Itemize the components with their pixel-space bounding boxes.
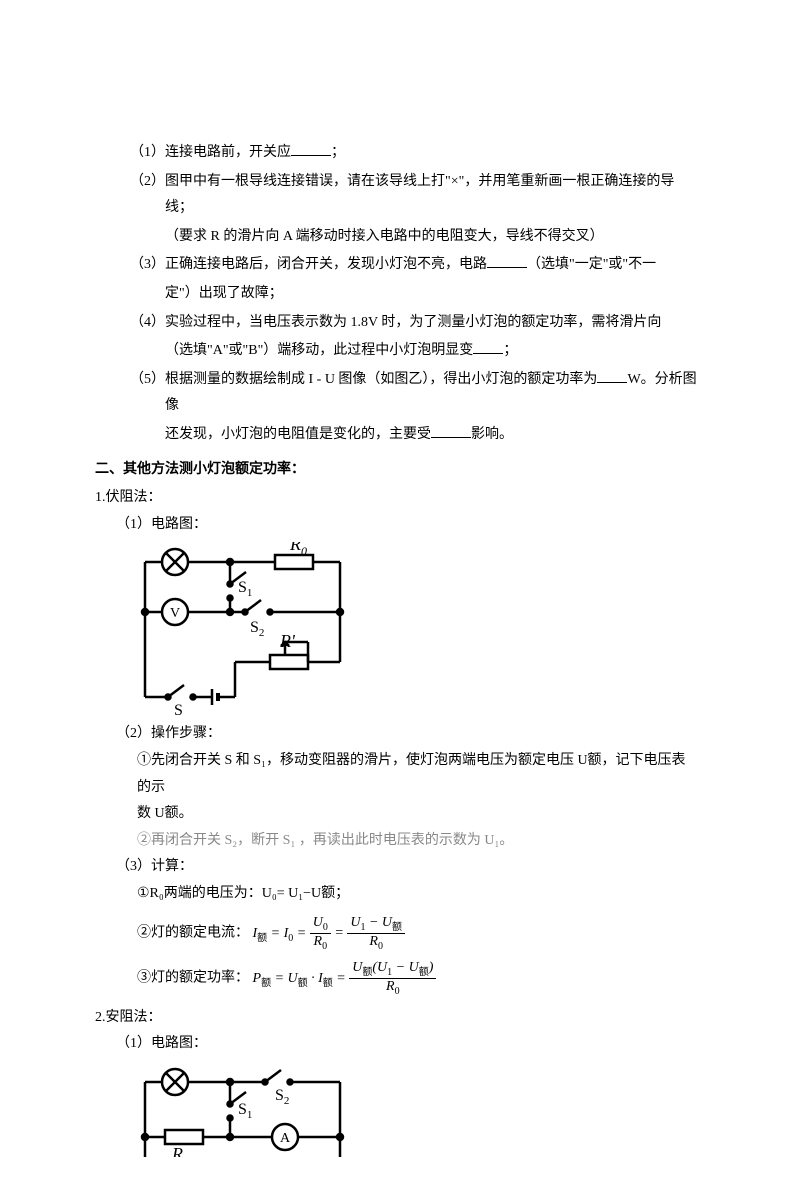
blank-3 [487, 253, 527, 268]
question-3: （3）正确连接电路后，闭合开关，发现小灯泡不亮，电路（选填"一定"或"不一 [165, 252, 698, 279]
blank-5a [597, 368, 627, 383]
method-1-title: 1.伏阻法： [95, 485, 698, 512]
svg-text:S2: S2 [250, 619, 264, 639]
method-1-step1b: 数 U额。 [137, 801, 698, 828]
circuit-diagram-2: S2 S1 A R0 [130, 1062, 355, 1157]
question-5-sub: 还发现，小灯泡的电阻值是变化的，主要受影响。 [165, 422, 698, 449]
question-2: （2）图甲中有一根导线连接错误，请在该导线上打"×"，并用笔重新画一根正确连接的… [165, 169, 698, 222]
svg-text:R': R' [279, 631, 296, 651]
method-2-title: 2.安阻法： [95, 1005, 698, 1032]
svg-text:S1: S1 [238, 1101, 252, 1121]
question-3-sub: 定"）出现了故障； [165, 281, 698, 308]
question-1: （1）连接电路前，开关应； [165, 140, 698, 167]
method-1-step2: ②再闭合开关 S₂，断开 S₁ ，再读出此时电压表的示数为 U₁。 [137, 828, 698, 855]
section-2-title: 二、其他方法测小灯泡额定功率： [95, 457, 698, 484]
method-1-p1: （1）电路图： [116, 512, 698, 539]
svg-text:S2: S2 [275, 1087, 289, 1107]
question-5: （5）根据测量的数据绘制成 I - U 图像（如图乙），得出小灯泡的额定功率为W… [165, 367, 698, 420]
method-1-step1: ①先闭合开关 S 和 S₁，移动变阻器的滑片，使灯泡两端电压为额定电压 U额，记… [137, 748, 698, 801]
svg-text:A: A [280, 1131, 291, 1146]
method-1-p3: （3）计算： [116, 854, 698, 881]
svg-text:R0: R0 [171, 1144, 189, 1157]
question-4-sub: （选填"A"或"B"）端移动，此过程中小灯泡明显变； [165, 338, 698, 365]
svg-text:V: V [170, 606, 180, 621]
question-2-sub: （要求 R 的滑片向 A 端移动时接入电路中的电阻变大，导线不得交叉） [165, 224, 698, 251]
formula-current: ②灯的额定电流： I额 = I0 = U0R0 = U1 − U额R0 [137, 915, 698, 952]
circuit-diagram-1: R0 V S1 S2 R' S [130, 542, 355, 717]
blank-4 [473, 339, 503, 354]
method-2-p1: （1）电路图： [116, 1031, 698, 1058]
question-4: （4）实验过程中，当电压表示数为 1.8V 时，为了测量小灯泡的额定功率，需将滑… [165, 310, 698, 337]
page-content: （1）连接电路前，开关应； （2）图甲中有一根导线连接错误，请在该导线上打"×"… [0, 0, 793, 1201]
formula-power: ③灯的额定功率： P额 = U额 · I额 = U额(U1 − U额)R0 [137, 960, 698, 997]
method-1-calc1: ①R₀两端的电压为：U₀= U₁−U额； [137, 881, 698, 908]
blank-1 [291, 141, 331, 156]
blank-5b [431, 423, 471, 438]
svg-text:S: S [174, 702, 183, 717]
method-1-p2: （2）操作步骤： [116, 721, 698, 748]
svg-text:S1: S1 [238, 579, 252, 599]
